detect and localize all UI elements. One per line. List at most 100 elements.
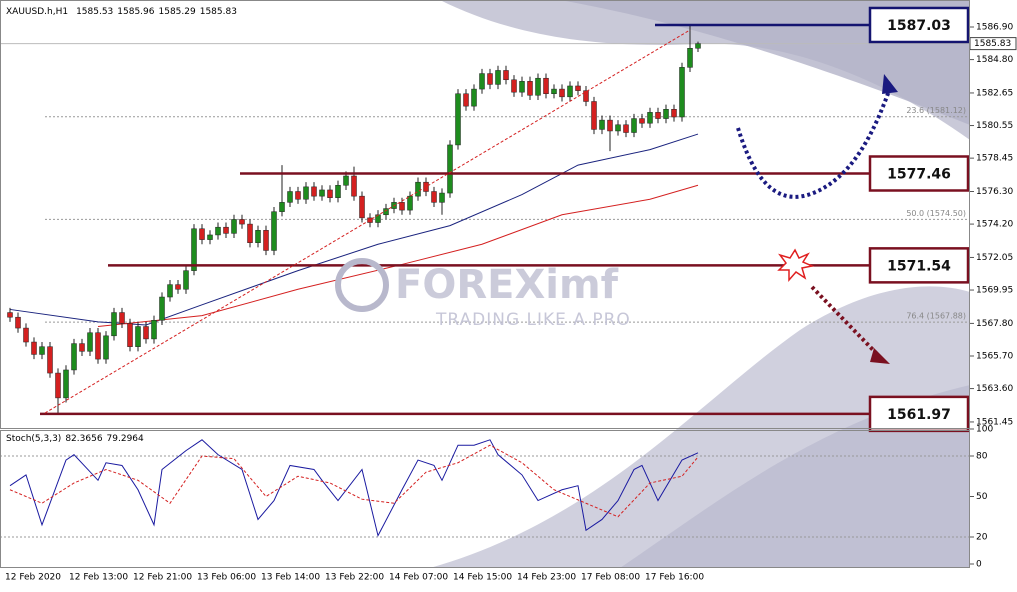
indicator-line <box>9 439 699 538</box>
candle-body <box>407 195 413 211</box>
stoch-title: Stoch(5,3,3) <box>6 434 61 444</box>
candle-body <box>79 343 85 352</box>
y-tick-label: 1567.80 <box>976 319 1013 329</box>
candle-body <box>535 77 541 96</box>
x-tick-label: 14 Feb 23:00 <box>517 573 576 583</box>
x-tick-label: 13 Feb 06:00 <box>197 573 256 583</box>
ohlc-high: 1585.96 <box>117 7 154 17</box>
candle-body <box>263 230 269 251</box>
candle-body <box>231 219 237 234</box>
watermark-brand: FOREXimf <box>395 262 619 308</box>
y-tick-label: 1584.80 <box>976 55 1013 65</box>
candle-body <box>399 202 405 211</box>
candle-body <box>359 195 365 219</box>
candle-body <box>519 81 525 93</box>
fib-label: 23.6 (1581.12) <box>906 106 966 115</box>
candle-body <box>511 79 517 93</box>
x-tick-label: 13 Feb 14:00 <box>261 573 320 583</box>
x-tick-label: 14 Feb 15:00 <box>453 573 512 583</box>
x-tick-label: 13 Feb 22:00 <box>325 573 384 583</box>
indicator-line <box>97 184 699 328</box>
level-label: 1577.46 <box>887 166 951 182</box>
y-tick-label: 20 <box>976 533 988 543</box>
level-box <box>868 155 970 192</box>
stoch-main-value: 82.3656 <box>65 434 102 444</box>
candle-body <box>471 88 477 107</box>
x-tick-label: 14 Feb 07:00 <box>389 573 448 583</box>
candle-body <box>127 323 133 347</box>
candle-body <box>647 112 653 124</box>
candle-body <box>543 77 549 94</box>
candle-body <box>183 270 189 290</box>
scenario-arrow <box>810 285 880 357</box>
candle-body <box>551 88 557 94</box>
candle-body <box>23 327 29 343</box>
fib-label: 50.0 (1574.50) <box>906 209 966 218</box>
starburst <box>777 248 815 282</box>
x-tick-label: 17 Feb 08:00 <box>581 573 640 583</box>
scenario-arrow <box>736 87 892 199</box>
candle-body <box>119 312 125 324</box>
candle-body <box>295 191 301 200</box>
candle-body <box>455 93 461 146</box>
main-frame <box>0 0 970 429</box>
x-tick-label: 17 Feb 16:00 <box>645 573 704 583</box>
candle-body <box>567 85 573 98</box>
stoch-signal-value: 79.2964 <box>107 434 144 444</box>
candle-body <box>631 118 637 133</box>
candle-body <box>303 186 309 200</box>
level-label: 1561.97 <box>887 407 951 423</box>
candle-body <box>335 185 341 198</box>
candle-body <box>663 109 669 119</box>
candle-body <box>679 67 685 118</box>
candle-body <box>327 189 333 198</box>
level-label: 1587.03 <box>887 18 951 34</box>
candle-body <box>423 181 429 192</box>
y-tick-label: 1576.30 <box>976 187 1013 197</box>
candle-body <box>319 189 325 197</box>
y-tick-label: 1580.55 <box>976 121 1013 131</box>
level-box <box>868 395 970 433</box>
y-tick-label: 1563.60 <box>976 384 1013 394</box>
candle-body <box>591 101 597 130</box>
candle-body <box>695 43 701 49</box>
candle-body <box>15 316 21 329</box>
candle-body <box>575 85 581 91</box>
y-tick-label: 1569.95 <box>976 286 1013 296</box>
candle-body <box>71 343 77 371</box>
candle-body <box>191 228 197 271</box>
y-tick-label: 100 <box>976 425 993 435</box>
stoch-frame <box>0 430 970 568</box>
candle-body <box>7 312 13 318</box>
candle-body <box>63 369 69 399</box>
y-tick-label: 50 <box>976 492 988 502</box>
candle-body <box>55 372 61 399</box>
candle-body <box>143 326 149 340</box>
level-box <box>868 6 970 44</box>
arrow-head <box>882 74 898 94</box>
x-tick-label: 12 Feb 13:00 <box>69 573 128 583</box>
candle-body <box>135 326 141 347</box>
candle-body <box>527 81 533 96</box>
candle-body <box>479 73 485 90</box>
candle-body <box>655 112 661 119</box>
candle-body <box>639 118 645 124</box>
candle-body <box>95 332 101 360</box>
candle-body <box>615 124 621 132</box>
arrow-head <box>870 348 890 364</box>
y-tick-label: 1578.45 <box>976 154 1013 164</box>
candle-body <box>239 219 245 225</box>
candle-body <box>311 186 317 197</box>
y-tick-label: 1582.65 <box>976 88 1013 98</box>
y-tick-label: 0 <box>976 560 982 570</box>
candle-body <box>167 284 173 298</box>
candle-body <box>383 208 389 216</box>
level-label: 1571.54 <box>887 258 951 274</box>
watermark-tagline: TRADING LIKE A PRO <box>435 310 631 330</box>
candle-body <box>287 191 293 203</box>
y-tick-label: 1574.20 <box>976 220 1013 230</box>
candle-body <box>207 234 213 240</box>
candle-body <box>343 175 349 186</box>
y-tick-label: 1561.45 <box>976 417 1013 427</box>
